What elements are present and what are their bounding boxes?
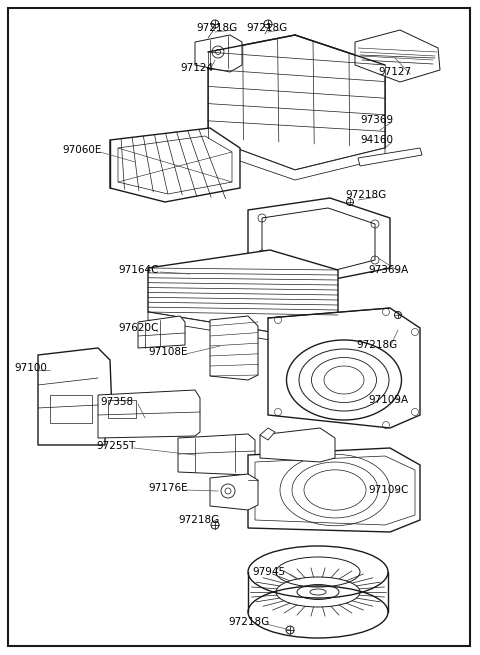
Text: 97218G: 97218G: [228, 617, 269, 627]
Polygon shape: [178, 434, 255, 475]
Text: 97255T: 97255T: [96, 441, 135, 451]
Polygon shape: [148, 250, 338, 332]
Polygon shape: [138, 316, 185, 348]
Polygon shape: [248, 448, 420, 532]
Polygon shape: [262, 208, 375, 272]
Polygon shape: [355, 30, 440, 82]
Text: 97358: 97358: [100, 397, 133, 407]
Polygon shape: [358, 148, 422, 166]
Polygon shape: [148, 312, 270, 340]
Bar: [108, 400, 136, 418]
Text: 97127: 97127: [378, 67, 411, 77]
Polygon shape: [38, 348, 112, 445]
Text: 97218G: 97218G: [356, 340, 397, 350]
Text: 97218G: 97218G: [178, 515, 219, 525]
Bar: [50, 395, 92, 423]
Text: 97620C: 97620C: [118, 323, 158, 333]
Polygon shape: [260, 428, 275, 440]
Text: 97369: 97369: [360, 115, 393, 125]
Text: 97108E: 97108E: [148, 347, 188, 357]
Polygon shape: [248, 198, 390, 280]
Polygon shape: [210, 474, 258, 510]
Text: 97218G: 97218G: [246, 23, 287, 33]
Text: 97369A: 97369A: [368, 265, 408, 275]
Text: 97218G: 97218G: [345, 190, 386, 200]
Polygon shape: [210, 316, 258, 380]
Polygon shape: [268, 308, 420, 428]
Text: 97176E: 97176E: [148, 483, 188, 493]
Polygon shape: [98, 390, 200, 438]
Text: 97124: 97124: [180, 63, 213, 73]
Text: 97060E: 97060E: [62, 145, 101, 155]
Text: 97109A: 97109A: [368, 395, 408, 405]
Polygon shape: [208, 138, 385, 180]
Text: 97164C: 97164C: [118, 265, 158, 275]
Text: 94160: 94160: [360, 135, 393, 145]
Polygon shape: [208, 35, 385, 170]
Polygon shape: [110, 128, 240, 202]
Text: 97218G: 97218G: [196, 23, 237, 33]
Text: 97109C: 97109C: [368, 485, 408, 495]
Text: 97100: 97100: [14, 363, 47, 373]
Polygon shape: [260, 428, 335, 462]
Text: 97945: 97945: [252, 567, 285, 577]
Polygon shape: [195, 35, 242, 72]
